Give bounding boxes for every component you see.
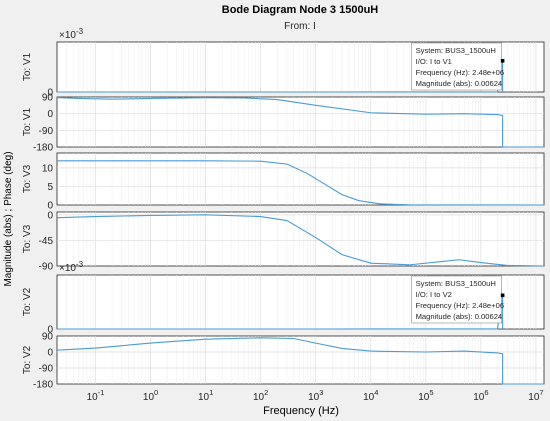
data-tip-box <box>411 42 502 91</box>
y-tick-label: 0 <box>47 325 53 336</box>
y-tick-label: 0 <box>47 201 53 212</box>
y-tick-label: 0 <box>47 88 53 99</box>
data-tip-line: Frequency (Hz): 2.48e+06 <box>416 301 504 310</box>
data-tip-0: System: BUS3_1500uH I/O: I to V1 Frequency… <box>411 42 505 91</box>
y-axis-label: Magnitude (abs) ; Phase (deg) <box>3 151 14 286</box>
series-line-0 <box>57 60 504 93</box>
x-axis-label: Frequency (Hz) <box>263 405 339 417</box>
series-line-4 <box>57 295 504 330</box>
panel-2: 0 5 10 To: V3 <box>22 152 545 212</box>
panel-y-label: To: V2 <box>22 345 33 374</box>
y-tick-label: -180 <box>33 380 53 391</box>
data-tip-line: I/O: I to V2 <box>416 290 452 299</box>
panel-y-label: To: V2 <box>22 287 33 316</box>
y-tick-label: 0 <box>47 109 53 120</box>
data-tip-box <box>411 275 502 324</box>
y-tick-label: -90 <box>39 126 54 137</box>
data-tip-marker <box>500 293 505 298</box>
data-tip-line: Magnitude (abs): 0.00624 <box>416 312 503 321</box>
series-line-3 <box>56 214 545 267</box>
y-tick-label: -90 <box>39 364 54 375</box>
data-tip-line: Frequency (Hz): 2.48e+06 <box>416 68 504 77</box>
panel-y-label: To: V3 <box>22 224 33 253</box>
series-line-1 <box>56 97 544 148</box>
panel-3: 0 -45 -90 To: V3 <box>22 210 545 273</box>
chart-title: Bode Diagram Node 3 1500uH <box>222 4 379 16</box>
series-line-5 <box>56 337 544 385</box>
data-tip-1: System: BUS3_1500uH I/O: I to V2 Frequency… <box>411 275 505 324</box>
data-tip-line: Magnitude (abs): 0.00624 <box>416 79 503 88</box>
panel-y-label: To: V1 <box>22 107 33 136</box>
y-tick-label: 0 <box>47 210 53 221</box>
x-tick-labels: 10-1 100 101 102 103 104 105 106 107 <box>87 388 544 403</box>
y-tick-label: 10 <box>42 163 54 174</box>
data-tip-line: System: BUS3_1500uH <box>416 279 496 288</box>
chart-subtitle: From: I <box>284 21 316 32</box>
series-line-2 <box>57 160 545 206</box>
panel-frame <box>56 211 545 267</box>
y-tick-label: -180 <box>33 143 53 154</box>
panel-y-label: To: V1 <box>22 52 33 81</box>
y-tick-label: 90 <box>42 332 54 343</box>
y-tick-label: 90 <box>42 93 54 104</box>
panel-y-label: To: V3 <box>22 164 33 193</box>
data-tip-line: System: BUS3_1500uH <box>416 46 496 55</box>
y-tick-label: -45 <box>39 236 54 247</box>
y-tick-label: -90 <box>39 262 54 273</box>
data-tip-marker <box>500 59 505 63</box>
y-tick-label: 5 <box>47 182 53 193</box>
panel-frame <box>56 335 545 385</box>
panel-frame <box>56 96 545 148</box>
y-tick-label: 0 <box>47 348 53 359</box>
data-tip-line: I/O: I to V1 <box>416 57 452 66</box>
